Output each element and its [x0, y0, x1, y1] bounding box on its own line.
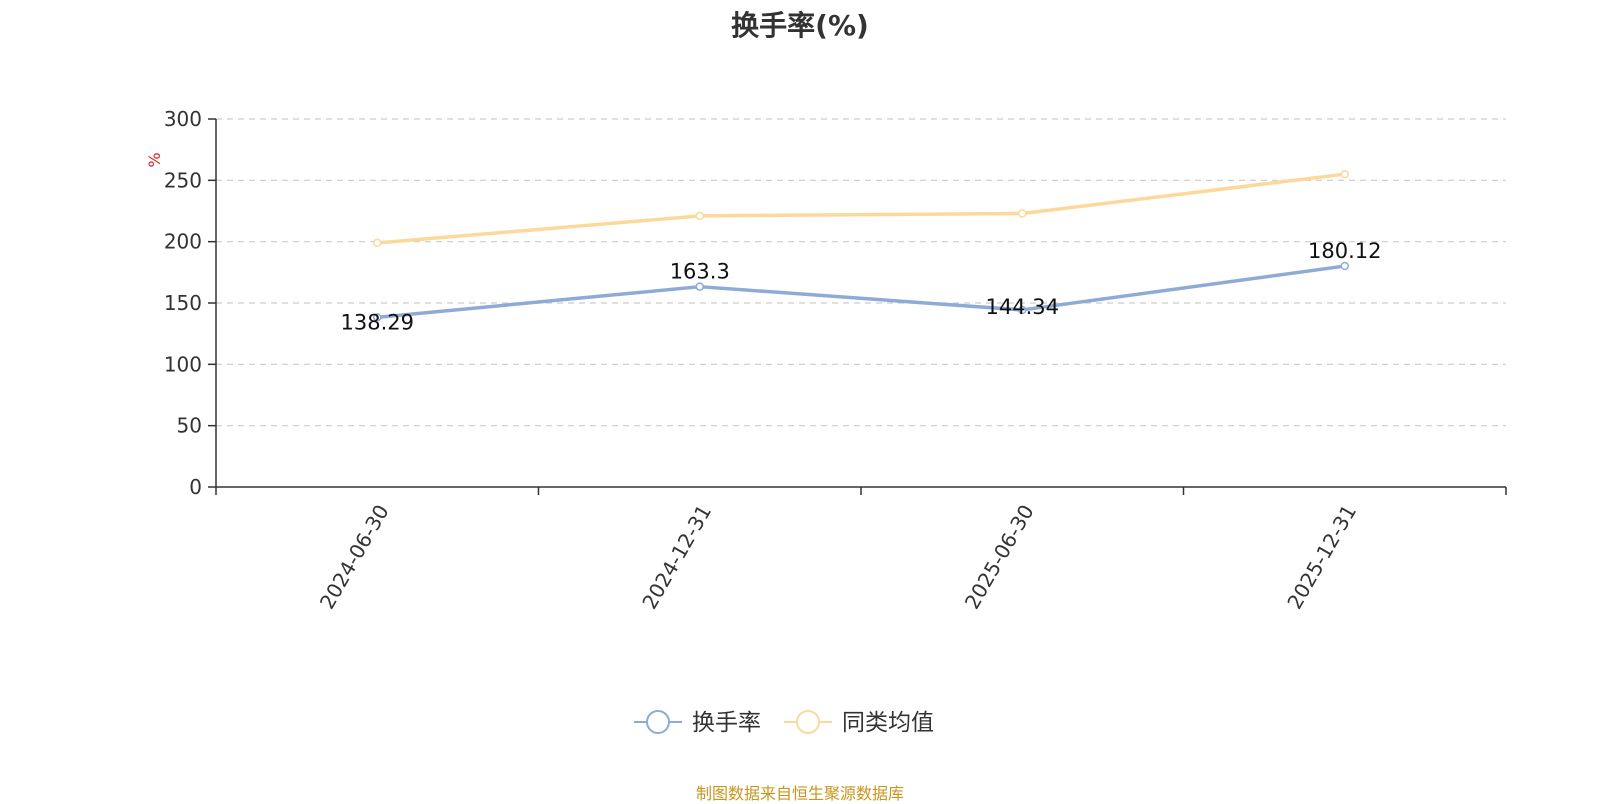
legend-label: 同类均值	[842, 710, 934, 736]
series-point[interactable]	[1340, 169, 1349, 179]
series-point[interactable]	[1018, 305, 1027, 315]
legend-item-1[interactable]: 同类均值	[784, 710, 934, 736]
series-point[interactable]	[1340, 261, 1349, 271]
series-point[interactable]	[373, 238, 382, 248]
legend-label: 换手率	[692, 710, 761, 736]
series-point[interactable]	[695, 282, 704, 291]
data-label: 180.12	[1308, 239, 1381, 263]
series	[373, 169, 1349, 322]
y-tick-label: 300	[164, 107, 202, 131]
data-label: 138.29	[341, 310, 414, 334]
series-point[interactable]	[1018, 209, 1027, 218]
legend[interactable]: 换手率 同类均值	[634, 710, 934, 736]
y-tick-label: 50	[177, 414, 202, 438]
series-line-0	[377, 264, 1345, 320]
y-axis-unit: %	[145, 152, 164, 167]
series-line-1	[377, 172, 1345, 245]
chart-title: 换手率(%)	[731, 9, 869, 42]
legend-marker	[796, 710, 820, 734]
x-tick-label: 2025-12-31	[1282, 501, 1361, 614]
legend-item-0[interactable]: 换手率	[634, 710, 761, 736]
y-tick-label: 150	[164, 291, 202, 315]
grid-lines	[216, 118, 1506, 427]
y-tick-label: 0	[189, 475, 202, 499]
x-tick-label: 2024-12-31	[637, 501, 716, 614]
legend-marker	[646, 710, 670, 734]
data-labels: 138.29 163.3 144.34 180.12	[341, 239, 1382, 334]
source-note: 制图数据来自恒生聚源数据库	[695, 784, 904, 803]
x-tick-label: 2025-06-30	[960, 501, 1039, 614]
y-tick-label: 200	[164, 230, 202, 254]
axes: 0 50 100 150 200 250 300% 2024-06-30 2024-12-31 2…	[145, 107, 1507, 614]
data-label: 163.3	[670, 260, 730, 284]
series-point[interactable]	[373, 313, 382, 322]
x-tick-label: 2024-06-30	[315, 501, 394, 614]
series-point[interactable]	[695, 211, 704, 221]
y-tick-label: 250	[164, 168, 202, 192]
data-label: 144.34	[986, 295, 1059, 319]
y-tick-label: 100	[164, 352, 202, 376]
